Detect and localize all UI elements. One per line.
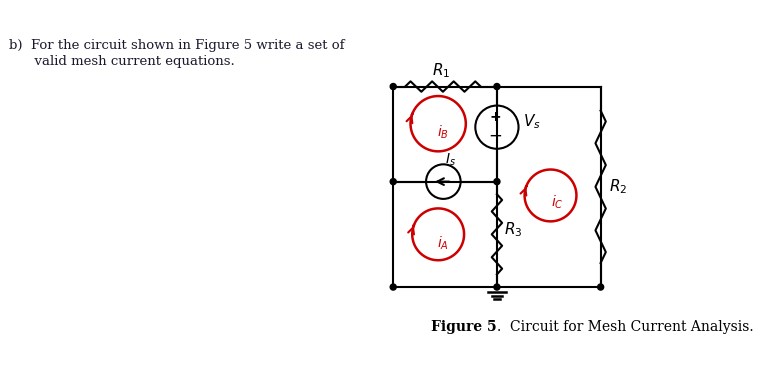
Circle shape (598, 284, 604, 290)
Text: .  Circuit for Mesh Current Analysis.: . Circuit for Mesh Current Analysis. (497, 320, 754, 334)
Text: $I_s$: $I_s$ (445, 151, 456, 168)
Text: −: − (488, 127, 502, 145)
Text: $i_C$: $i_C$ (551, 194, 564, 211)
Circle shape (390, 178, 397, 185)
Text: valid mesh current equations.: valid mesh current equations. (8, 55, 234, 68)
Circle shape (494, 284, 500, 290)
Circle shape (390, 83, 397, 89)
Text: $R_1$: $R_1$ (432, 61, 450, 80)
Circle shape (494, 83, 500, 89)
Text: Figure 5: Figure 5 (431, 320, 497, 334)
Circle shape (494, 178, 500, 185)
Text: $i_B$: $i_B$ (437, 124, 450, 141)
Text: +: + (490, 110, 501, 124)
Circle shape (390, 284, 397, 290)
Text: $R_3$: $R_3$ (504, 221, 522, 239)
Text: $i_A$: $i_A$ (437, 234, 449, 252)
Text: $R_2$: $R_2$ (609, 177, 628, 196)
Text: b)  For the circuit shown in Figure 5 write a set of: b) For the circuit shown in Figure 5 wri… (8, 39, 344, 52)
Text: $V_s$: $V_s$ (523, 113, 541, 131)
